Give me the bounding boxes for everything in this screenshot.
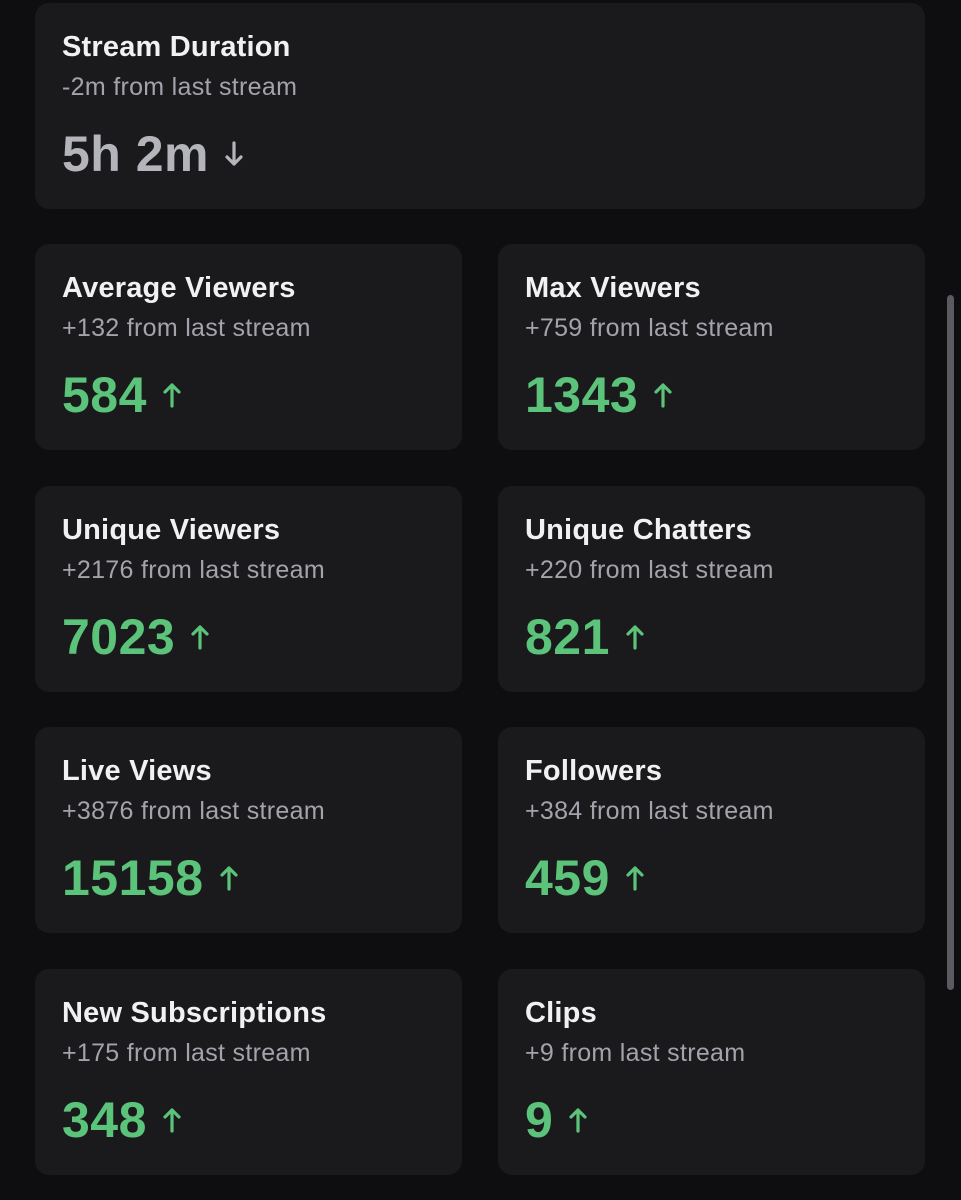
stat-value: 1343 (525, 367, 639, 423)
stat-change: +9 from last stream (525, 1039, 746, 1068)
stat-change: +175 from last stream (62, 1039, 311, 1068)
stat-title: Stream Duration (62, 31, 291, 63)
stat-card: Unique Chatters +220 from last stream 821 (498, 485, 925, 692)
stat-card: Clips +9 from last stream 9 (498, 969, 925, 1176)
trend-up-icon (163, 383, 181, 408)
stat-value-row: 584 (62, 366, 181, 424)
arrow-path (225, 141, 243, 166)
arrow-path (654, 383, 672, 408)
stat-change: +3876 from last stream (62, 797, 325, 826)
stat-value-row: 5h 2m (62, 125, 243, 183)
stat-value-row: 1343 (525, 366, 672, 424)
stat-value-row: 7023 (62, 608, 209, 666)
trend-up-icon (191, 625, 209, 650)
trend-up-icon (626, 625, 644, 650)
stat-value: 15158 (62, 850, 204, 907)
stat-title: Unique Chatters (525, 513, 752, 546)
stat-title: Followers (525, 755, 663, 788)
stat-card: Unique Viewers +2176 from last stream 7023 (35, 485, 462, 692)
stat-title: Unique Viewers (62, 513, 281, 546)
arrow-path (626, 866, 644, 891)
stat-title: Max Viewers (525, 272, 701, 304)
stat-value: 459 (525, 850, 610, 907)
stat-value: 7023 (62, 608, 176, 665)
stat-change: -2m from last stream (62, 73, 298, 101)
trend-up-icon (626, 866, 644, 891)
stat-card: Max Viewers +759 from last stream 1343 (498, 244, 925, 450)
stat-value-row: 348 (62, 1091, 181, 1149)
arrow-path (626, 625, 644, 650)
stat-card: Live Views +3876 from last stream 15158 (35, 727, 462, 934)
stat-change: +220 from last stream (525, 555, 774, 584)
stat-title: Clips (525, 997, 597, 1030)
stat-value: 5h 2m (62, 126, 210, 182)
arrow-path (191, 625, 209, 650)
arrow-path (219, 866, 238, 891)
arrow-path (569, 1108, 587, 1133)
scrollbar[interactable] (947, 295, 954, 990)
trend-down-icon (225, 141, 243, 166)
arrow-path (163, 383, 181, 408)
trend-up-icon (163, 1108, 181, 1133)
stat-title: New Subscriptions (62, 997, 327, 1030)
stat-value: 584 (62, 367, 147, 423)
stat-change: +2176 from last stream (62, 555, 325, 584)
stat-change: +759 from last stream (525, 314, 774, 342)
stat-change: +132 from last stream (62, 314, 311, 342)
stat-value-row: 459 (525, 849, 644, 907)
stat-card: New Subscriptions +175 from last stream 34… (35, 969, 462, 1176)
stat-value: 9 (525, 1092, 554, 1149)
stat-value-row: 821 (525, 608, 644, 666)
stat-title: Live Views (62, 755, 212, 788)
stat-card: Average Viewers +132 from last stream 584 (35, 244, 462, 450)
trend-up-icon (219, 866, 238, 891)
stat-value: 348 (62, 1092, 147, 1149)
stat-card: Stream Duration -2m from last stream 5h 2m (35, 3, 925, 209)
stat-value-row: 15158 (62, 849, 238, 907)
trend-up-icon (654, 383, 672, 408)
stat-title: Average Viewers (62, 272, 296, 304)
stat-value-row: 9 (525, 1091, 587, 1149)
stat-value: 821 (525, 608, 610, 665)
arrow-path (163, 1108, 181, 1133)
trend-up-icon (569, 1108, 587, 1133)
stat-change: +384 from last stream (525, 797, 774, 826)
stat-card: Followers +384 from last stream 459 (498, 727, 925, 934)
